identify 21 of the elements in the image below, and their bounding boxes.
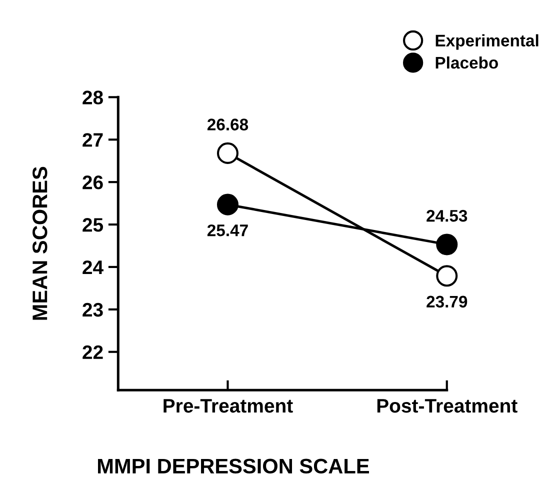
y-tick-label: 27 — [82, 133, 103, 147]
legend-label: Experimental — [436, 34, 538, 50]
y-tick-label: 28 — [82, 90, 103, 104]
point — [216, 142, 238, 164]
x-tick-label: Post-Treatment — [377, 399, 518, 413]
y-tick-label: 25 — [82, 218, 104, 232]
data-label: 23.79 — [426, 296, 468, 308]
point — [436, 265, 458, 287]
data-label: 24.53 — [426, 210, 468, 222]
y-tick-label: 26 — [82, 176, 103, 190]
x-axis-title: MMPI DEPRESSION SCALE — [98, 458, 369, 474]
point — [436, 234, 458, 256]
legend-label: Placebo — [436, 56, 498, 69]
y-tick-label: 23 — [82, 302, 103, 317]
data-label: 25.47 — [207, 224, 248, 236]
point — [216, 194, 238, 216]
y-tick-label: 24 — [82, 260, 104, 274]
x-tick-label: Pre-Treatment — [164, 399, 293, 413]
y-tick-label: 22 — [82, 345, 103, 359]
y-axis-title: MEAN SCORES — [32, 166, 48, 320]
data-label: 26.68 — [207, 118, 248, 130]
